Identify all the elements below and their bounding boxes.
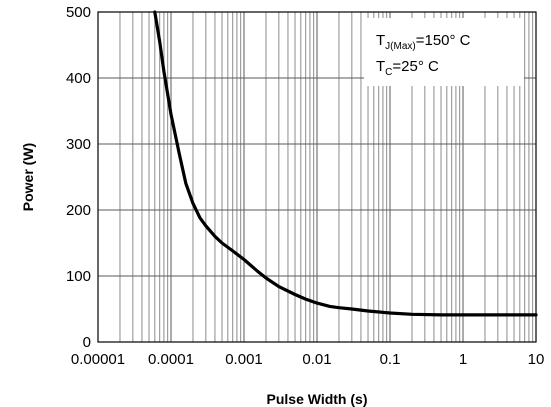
x-tick-label: 0.1 [380, 351, 401, 368]
x-tick-label: 0.01 [302, 351, 331, 368]
annotation-tc-subscript: C [385, 67, 392, 78]
plot-border [97, 11, 537, 343]
annotation-tj-symbol: T [376, 32, 385, 49]
x-tick-label: 0.00001 [71, 351, 125, 368]
x-tick-label: 0.0001 [148, 351, 194, 368]
annotation-tj-value: =150° C [416, 32, 471, 49]
x-tick-label: 0.001 [225, 351, 263, 368]
grid [97, 11, 537, 343]
annotation-tc-value: =25° C [392, 58, 439, 75]
x-tick-label: 1 [459, 351, 467, 368]
annotation-box: TJ(Max)=150° C TC=25° C [364, 18, 524, 86]
annotation-tj-subscript: J(Max) [385, 41, 416, 52]
y-tick-label: 0 [83, 334, 91, 351]
x-tick-label: 10 [528, 351, 545, 368]
y-tick-label: 200 [66, 202, 91, 219]
y-axis-title: Power (W) [20, 143, 36, 211]
y-tick-label: 100 [66, 268, 91, 285]
annotation-background [364, 18, 524, 86]
y-tick-label: 500 [66, 4, 91, 21]
x-axis-title: Pulse Width (s) [267, 391, 368, 407]
tick-labels: 0.00001 0.0001 0.001 0.01 0.1 1 10010020030040… [66, 4, 544, 368]
annotation-line-1: TJ(Max)=150° C [376, 32, 471, 52]
annotation-tc-symbol: T [376, 58, 385, 75]
y-tick-label: 300 [66, 136, 91, 153]
annotation-line-2: TC=25° C [376, 58, 439, 78]
y-tick-label: 400 [66, 70, 91, 87]
curve-layer [153, 10, 538, 317]
power-curve [153, 10, 538, 317]
